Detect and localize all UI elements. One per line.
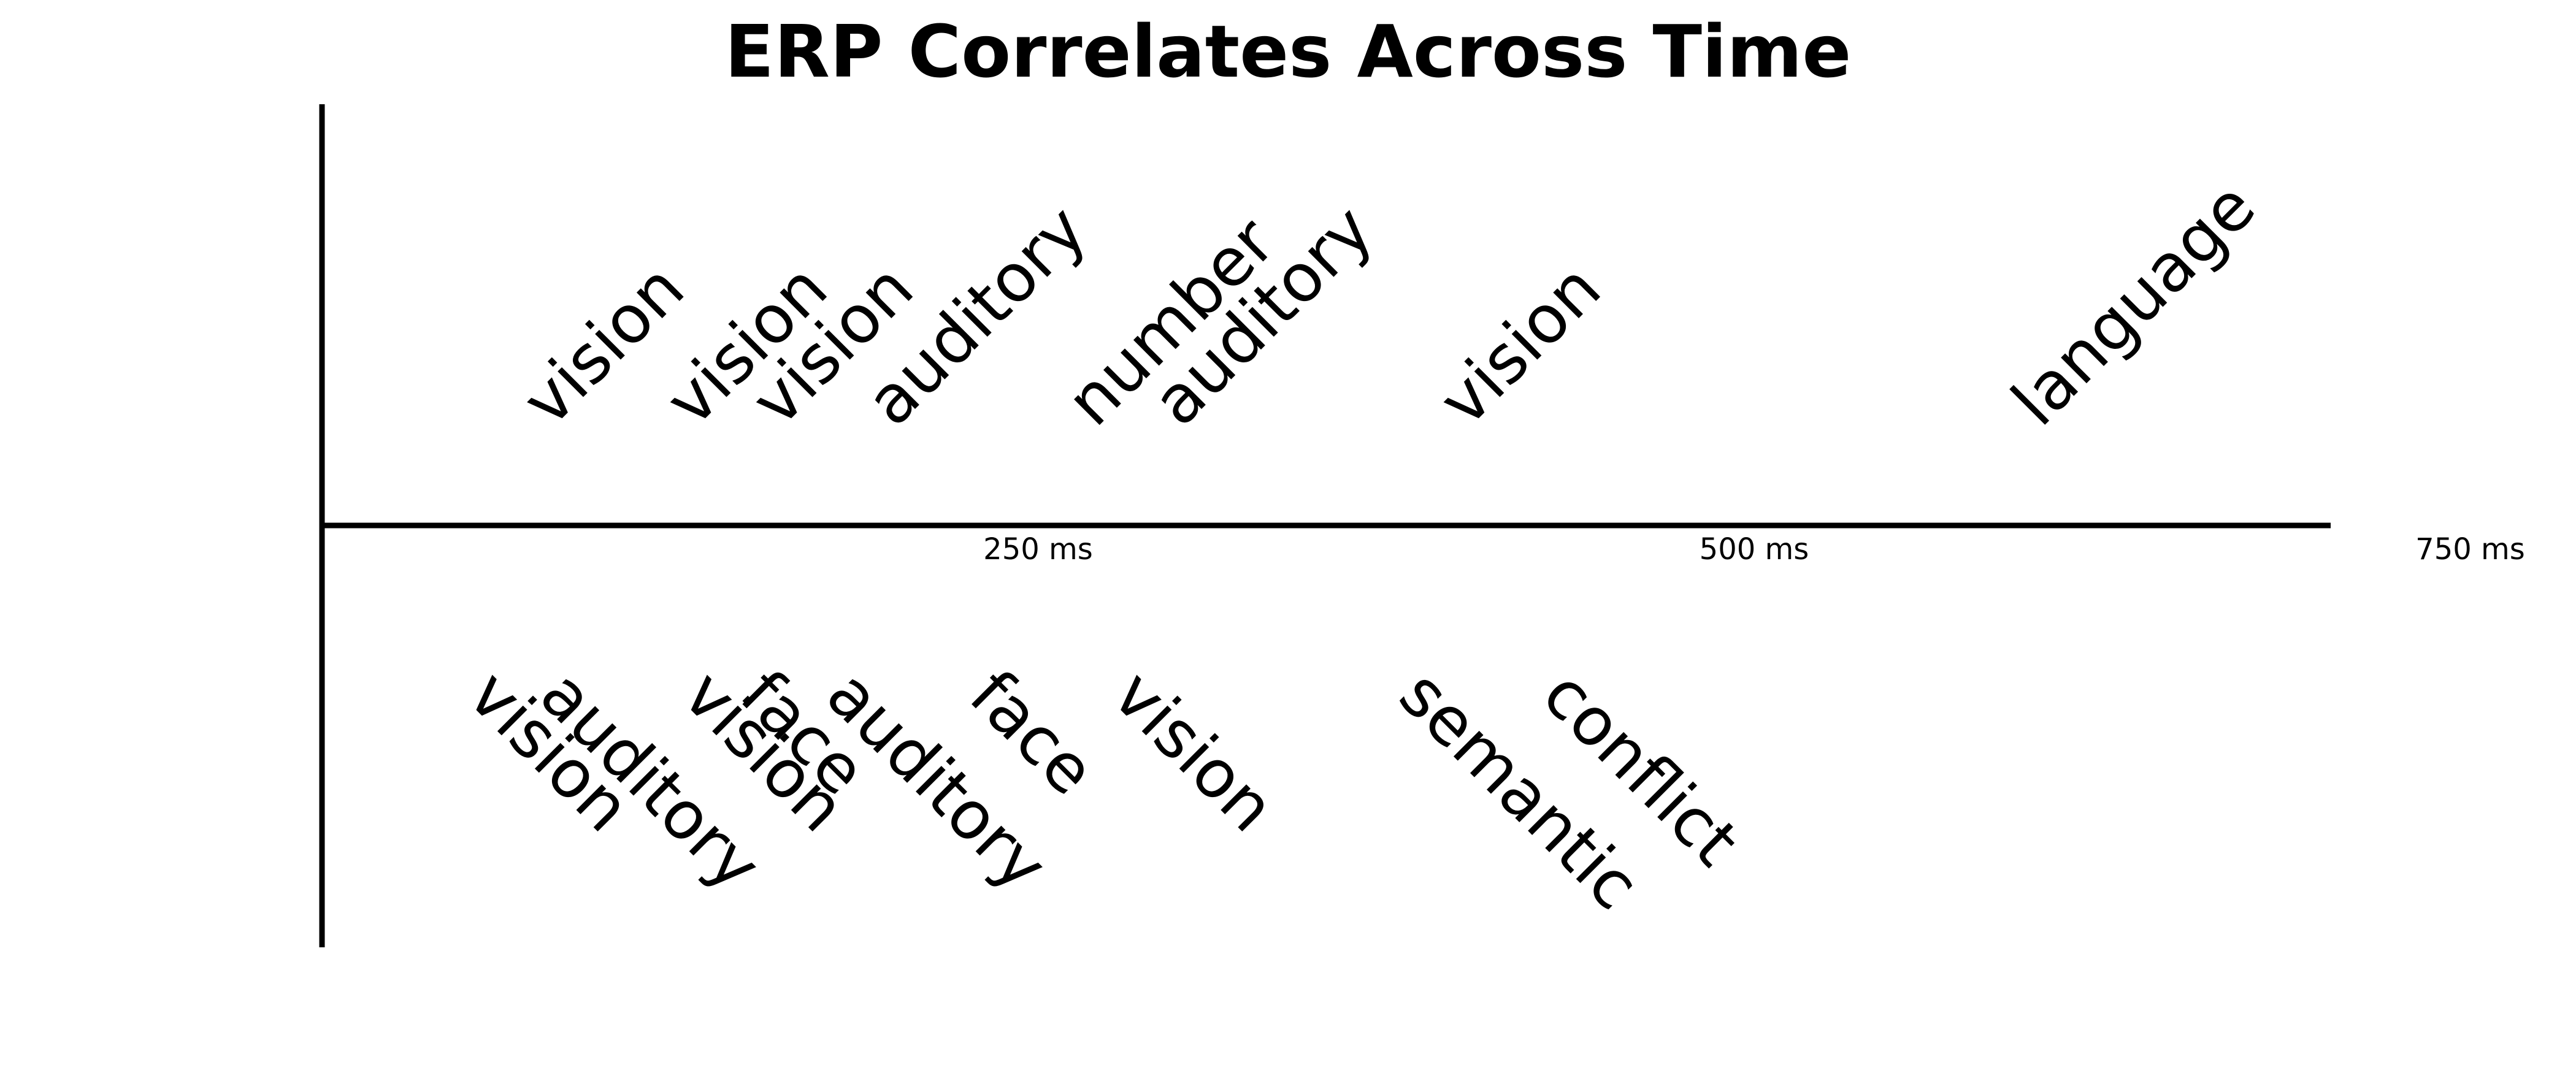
time-tick-label: 250 ms xyxy=(983,532,1093,567)
positive-components: visionvisionvisionauditorynumberauditory… xyxy=(508,168,2270,440)
time-tick-labels: 250 ms 500 ms 750 ms xyxy=(983,532,2525,567)
time-tick-label: 750 ms xyxy=(2415,532,2525,567)
negative-components: visionauditoryvisionfaceauditoryfacevisi… xyxy=(454,656,1753,925)
chart-title: ERP Correlates Across Time xyxy=(725,9,1852,94)
positive-component-label: vision xyxy=(508,250,699,440)
negative-component-label: vision xyxy=(1098,656,1289,847)
positive-component-label: vision xyxy=(1425,250,1616,440)
time-tick-label: 500 ms xyxy=(1700,532,1809,567)
positive-component-label: language xyxy=(1998,168,2270,440)
